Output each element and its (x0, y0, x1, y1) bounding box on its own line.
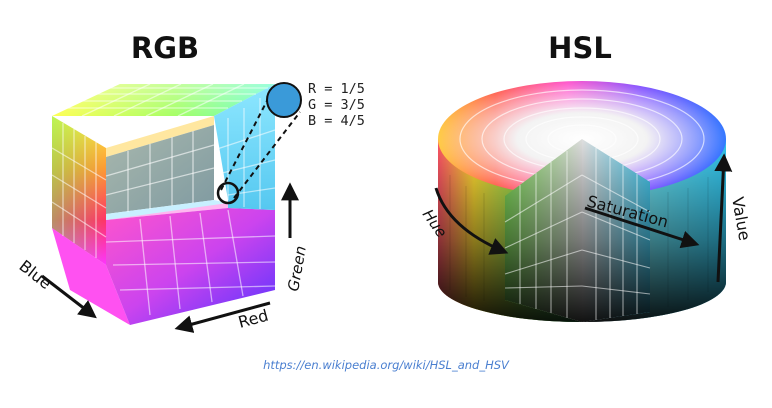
green-axis: Green (281, 182, 310, 293)
green-axis-label: Green (284, 244, 310, 292)
source-link[interactable]: https://en.wikipedia.org/wiki/HSL_and_HS… (263, 358, 509, 372)
readout-b: B = 4/5 (308, 113, 365, 129)
readout-r: R = 1/5 (308, 81, 365, 97)
rgb-cube (51, 83, 301, 325)
hsl-title: HSL (548, 31, 612, 65)
hsl-cylinder (438, 81, 726, 322)
sample-color-swatch (266, 82, 302, 118)
sample-point-marker (216, 181, 240, 205)
readout-g: G = 3/5 (308, 97, 365, 113)
blue-axis-label: Blue (16, 256, 56, 293)
value-axis-label: Value (728, 195, 754, 242)
rgb-title: RGB (131, 31, 199, 65)
